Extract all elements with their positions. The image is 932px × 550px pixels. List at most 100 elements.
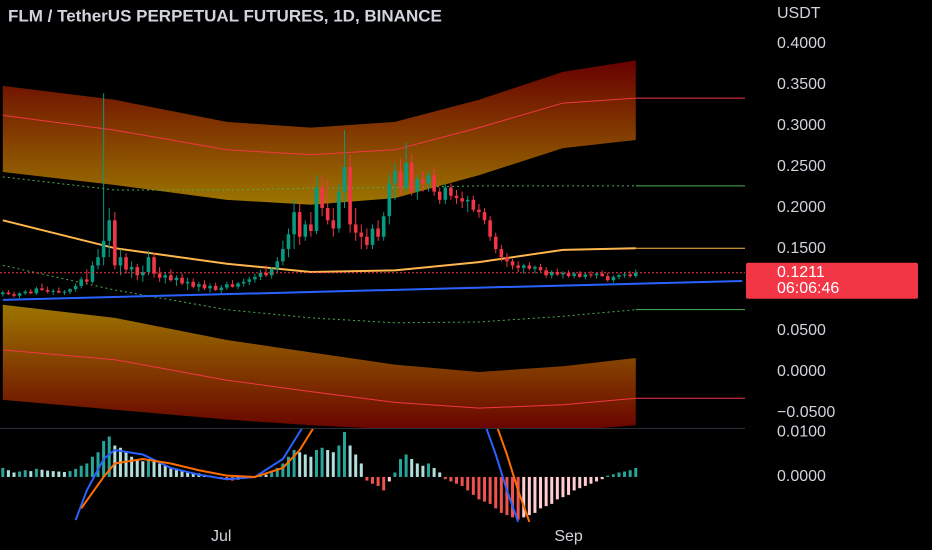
macd-bar [191,472,195,477]
macd-bar [499,476,503,513]
macd-bar [382,476,386,491]
candle-body [510,261,515,266]
candle-body [516,265,520,268]
macd-bar [606,475,610,477]
macd-line [74,429,520,523]
macd-bar [359,463,363,477]
macd-bar [617,472,621,477]
macd-bar [623,471,627,477]
macd-bar [337,445,341,477]
macd-bar [533,476,537,513]
candle-body [549,271,554,276]
candle-body [281,249,285,262]
candle-body [348,167,352,225]
macd-bar [57,471,61,477]
candle-body [230,284,235,287]
macd-bar [130,456,134,477]
macd-bar [376,476,380,486]
macd-bar [292,450,296,477]
macd-bar [152,461,156,477]
candle-body [79,279,84,286]
macd-bar [522,476,526,518]
y-tick-label: 0.2000 [777,199,826,216]
macd-bar [286,456,290,477]
macd-bar [449,476,453,482]
macd-bar [146,458,150,477]
candle-body [538,267,543,271]
macd-bar [107,436,111,477]
macd-bar [567,476,571,495]
candle-body [505,257,509,262]
candle-body [325,208,330,221]
macd-bar [85,463,89,477]
candle-body [258,272,263,277]
macd-bar [460,476,464,486]
y-tick-label: 0.2500 [777,158,826,175]
macd-bar [1,467,5,477]
overlay-line [2,264,636,324]
candle-body [583,274,588,277]
candle-body [572,273,576,277]
candle-body [292,212,296,235]
macd-bar [23,470,27,477]
macd-bar [303,454,307,477]
candle-body [544,270,548,276]
candle-body [387,183,392,217]
macd-bar [141,461,145,477]
candle-body [393,171,397,184]
macd-bar [589,476,593,484]
axes: 0.40000.35000.30000.25000.20000.15000.10… [211,35,918,545]
candle-body [157,273,162,278]
candle-body [202,284,207,289]
macd-bar [527,476,531,516]
candle-body [426,175,431,184]
macd-bar [124,452,128,477]
macd-line [80,429,531,523]
candle-body [342,167,347,192]
candle-body [314,187,319,231]
macd-bar [186,471,190,477]
macd-bar [40,469,44,477]
macd-tick-label: 0.0000 [777,468,826,485]
candle-body [488,220,492,237]
candle-body [141,271,145,276]
macd-bar [415,463,419,477]
macd-bar [466,476,470,491]
candle-body [146,257,151,272]
candle-body [169,275,173,281]
macd-bar [163,465,167,477]
macd-bar [600,476,604,480]
candle-body [521,265,526,268]
candle-body [286,234,291,250]
x-tick-label: Jul [211,528,231,545]
price-pane [0,60,745,428]
macd-pane [1,429,638,523]
macd-bar [427,463,431,477]
candle-body [275,261,280,269]
macd-bar [79,465,83,477]
candle-body [437,191,442,200]
chart-title: FLM / TetherUS PERPETUAL FUTURES, 1D, BI… [8,6,442,25]
candle-body [421,179,425,184]
macd-bar [51,471,55,477]
candle-body [12,294,16,296]
macd-bar [342,432,346,477]
macd-bar [275,467,279,477]
candle-body [124,257,128,270]
macd-bar [174,468,178,477]
macd-bar [561,476,565,498]
candle-body [17,293,22,296]
candle-body [409,162,414,192]
countdown-label: 06:06:46 [777,280,839,297]
candle-body [29,291,33,294]
candle-body [309,224,313,231]
macd-bar [365,476,369,481]
macd-bar [18,471,22,477]
candle-body [62,291,67,293]
overlay-line [2,349,636,409]
candle-body [370,228,375,245]
macd-bar [309,456,313,477]
candle-body [57,290,61,293]
macd-bar [34,468,38,477]
macd-bar [399,458,403,477]
